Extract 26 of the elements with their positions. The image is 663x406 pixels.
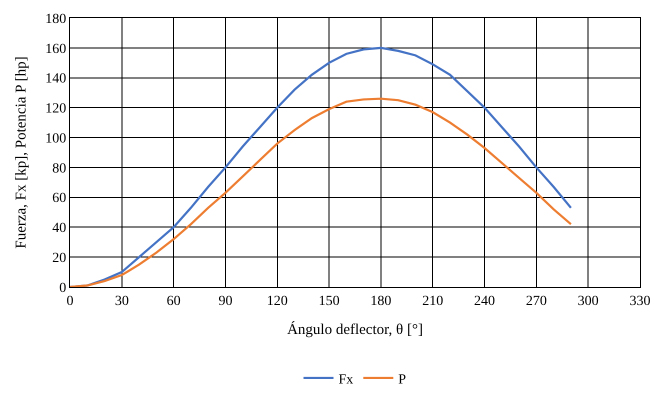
y-tick-label: 40 — [52, 221, 66, 236]
x-axis-title: Ángulo deflector, θ [°] — [287, 320, 423, 338]
y-tick-label: 0 — [59, 280, 66, 296]
y-tick-label: 20 — [52, 251, 66, 266]
x-tick-label: 120 — [266, 294, 288, 309]
x-tick-label: 300 — [578, 294, 599, 309]
x-tick-label: 270 — [526, 294, 547, 309]
y-tick-label: 80 — [52, 161, 66, 176]
x-tick-label: 180 — [370, 294, 392, 309]
y-tick-label: 140 — [45, 72, 66, 87]
y-tick-label: 60 — [52, 191, 66, 206]
legend-label: Fx — [338, 372, 354, 388]
line-series — [70, 98, 572, 287]
x-tick-label: 330 — [630, 294, 650, 309]
y-tick-label: 160 — [45, 42, 66, 57]
y-tick-label: 180 — [45, 12, 66, 27]
x-tick-label: 90 — [218, 294, 232, 309]
x-tick-label: 60 — [166, 294, 181, 309]
legend-label: P — [398, 372, 406, 388]
x-tick-label: 30 — [114, 294, 129, 309]
x-tick-label: 150 — [318, 294, 340, 309]
y-tick-label: 120 — [45, 102, 66, 117]
x-tick-label: 210 — [422, 294, 444, 309]
y-tick-label: 100 — [45, 131, 66, 146]
y-axis-title: Fuerza, Fx [kp], Potencia P [hp] — [13, 56, 30, 249]
x-tick-label: 240 — [474, 294, 496, 309]
